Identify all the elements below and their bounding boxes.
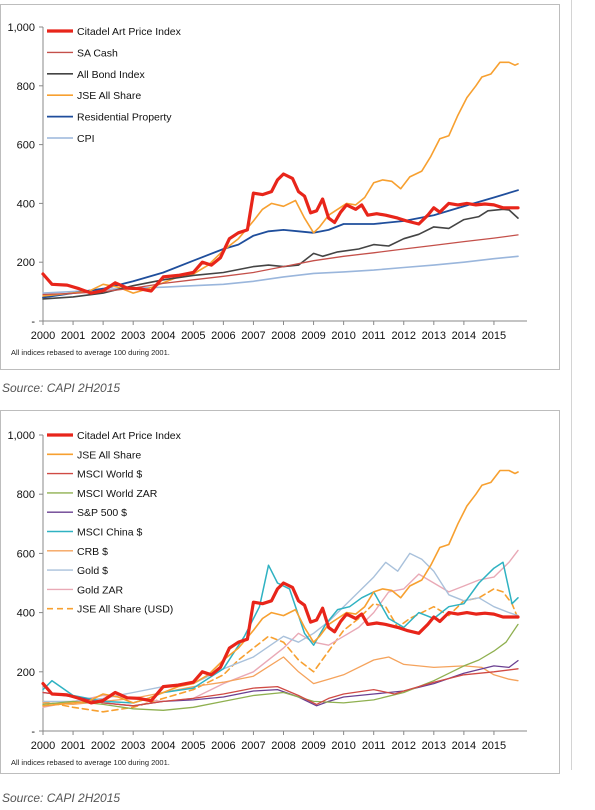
chart-1-x-tick-label: 2009 [301, 330, 325, 342]
chart-1-x-tick-label: 2006 [211, 330, 235, 342]
chart-2-y-tick-label: 400 [17, 608, 35, 620]
legend-label-cpi: CPI [77, 133, 95, 145]
legend-label-citadel-art-price-index: Citadel Art Price Index [77, 430, 182, 442]
legend-label-sa-cash: SA Cash [77, 47, 118, 59]
series-line-citadel-art-price-index [41, 172, 520, 295]
series-line-msci-china [42, 561, 519, 704]
series-line-gold-zar [42, 549, 519, 708]
legend-label-s-p-500: S&P 500 $ [77, 507, 127, 519]
legend-label-msci-china: MSCI China $ [77, 527, 143, 539]
series-line-sa-cash [42, 234, 519, 296]
chart-2-source: Source: CAPI 2H2015 [2, 791, 121, 805]
chart-1-y-tick-label: 200 [17, 257, 35, 269]
chart-2-x-tick-label: 2015 [482, 740, 506, 752]
chart-2-y-tick-label: - [31, 726, 35, 738]
chart-1-y-tick-label: - [31, 316, 35, 328]
chart-1-x-tick-label: 2012 [392, 330, 416, 342]
series-line-msci-world [42, 668, 519, 707]
legend-label-all-bond-index: All Bond Index [77, 69, 145, 81]
chart-1-x-tick-label: 2004 [151, 330, 175, 342]
chart-2-x-tick-label: 2000 [31, 740, 55, 752]
chart-1-x-tick-label: 2007 [241, 330, 265, 342]
legend-label-gold-zar: Gold ZAR [77, 584, 124, 596]
chart-2-x-tick-label: 2005 [181, 740, 205, 752]
legend-label-msci-world: MSCI World $ [77, 469, 142, 481]
series-line-jse-all-share-usd [42, 588, 519, 713]
series-line-crb [42, 656, 519, 706]
chart-1-x-tick-label: 2000 [31, 330, 55, 342]
chart-1-y-tick-label: 600 [17, 140, 35, 152]
chart-1-y-tick-label: 400 [17, 198, 35, 210]
chart-1-x-tick-label: 2014 [452, 330, 476, 342]
legend-label-residential-property: Residential Property [77, 112, 172, 124]
chart-2-x-tick-label: 2007 [241, 740, 265, 752]
chart-2-y-tick-label: 600 [17, 548, 35, 560]
legend-label-citadel-art-price-index: Citadel Art Price Index [77, 26, 182, 38]
chart-1-x-tick-label: 2010 [331, 330, 355, 342]
chart-2-x-tick-label: 2010 [331, 740, 355, 752]
chart-2-x-tick-label: 2011 [362, 740, 386, 752]
chart-1-footnote: All indices rebased to average 100 durin… [11, 348, 170, 357]
chart-2-svg: - 200 400 600 800 1,000 2000 2001 2002 2003 2004 20… [7, 430, 527, 767]
chart-2-x-tick-label: 2006 [211, 740, 235, 752]
legend-label-gold: Gold $ [77, 565, 108, 577]
chart-panel-1: - 200 400 600 800 1,000 2000 2001 2002 2003 2004 20… [0, 4, 560, 370]
series-line-all-bond-index [42, 208, 519, 300]
legend-label-crb: CRB $ [77, 546, 108, 558]
chart-2-x-tick-label: 2009 [301, 740, 325, 752]
chart-2-x-tick-label: 2001 [61, 740, 85, 752]
chart-2-x-tick-label: 2003 [121, 740, 145, 752]
page-divider-rule [571, 0, 572, 770]
chart-2-footnote: All indices rebased to average 100 durin… [11, 758, 170, 767]
chart-2-y-tick-label: 200 [17, 667, 35, 679]
chart-1-x-tick-label: 2013 [422, 330, 446, 342]
chart-1-x-tick-label: 2002 [91, 330, 115, 342]
chart-2-x-tick-label: 2004 [151, 740, 175, 752]
legend-label-jse-all-share: JSE All Share [77, 90, 141, 102]
chart-1-y-tick-label: 1,000 [7, 22, 35, 34]
series-line-citadel-art-price-index [41, 581, 520, 705]
chart-1-source: Source: CAPI 2H2015 [2, 381, 121, 395]
legend-label-msci-world-zar: MSCI World ZAR [77, 488, 158, 500]
chart-2-y-tick-label: 1,000 [7, 430, 35, 442]
chart-1-y-tick-label: 800 [17, 81, 35, 93]
chart-1-x-tick-label: 2008 [271, 330, 295, 342]
chart-2-x-tick-label: 2012 [392, 740, 416, 752]
series-line-msci-world-zar [42, 623, 519, 711]
chart-1-series-group [41, 61, 520, 300]
chart-1-x-tick-label: 2001 [61, 330, 85, 342]
chart-2-x-tick-label: 2013 [422, 740, 446, 752]
chart-2-y-tick-label: 800 [17, 489, 35, 501]
legend-label-jse-all-share: JSE All Share [77, 449, 141, 461]
chart-panel-2: - 200 400 600 800 1,000 2000 2001 2002 2003 2004 20… [0, 410, 560, 774]
chart-2-x-tick-label: 2002 [91, 740, 115, 752]
chart-1-x-tick-label: 2005 [181, 330, 205, 342]
chart-1-x-tick-label: 2011 [362, 330, 386, 342]
chart-1-svg: - 200 400 600 800 1,000 2000 2001 2002 2003 2004 20… [7, 22, 527, 357]
chart-2-series-group [41, 469, 520, 713]
chart-2-x-tick-label: 2014 [452, 740, 476, 752]
chart-1-x-tick-label: 2015 [482, 330, 506, 342]
chart-2-x-tick-label: 2008 [271, 740, 295, 752]
chart-1-x-tick-label: 2003 [121, 330, 145, 342]
series-line-cpi [42, 255, 519, 294]
legend-label-jse-all-share-usd: JSE All Share (USD) [77, 604, 173, 616]
